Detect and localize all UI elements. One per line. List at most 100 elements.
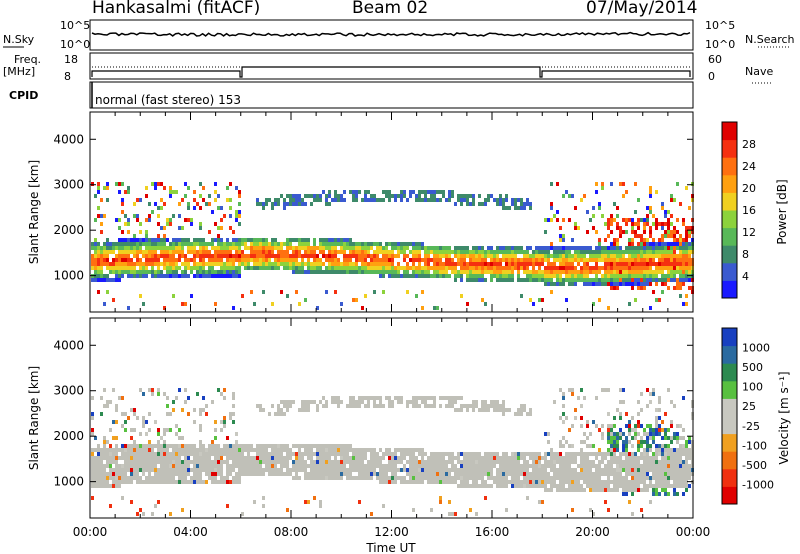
range-gate-cell: [100, 460, 103, 464]
range-gate-cell: [100, 270, 103, 274]
range-gate-cell: [631, 512, 634, 516]
range-gate-cell: [214, 222, 217, 226]
range-gate-cell: [553, 468, 556, 472]
range-gate-cell: [604, 274, 607, 278]
range-gate-cell: [127, 218, 130, 222]
range-gate-cell: [571, 472, 574, 476]
colorbar-tick-label: 4: [742, 270, 749, 283]
range-gate-cell: [433, 452, 436, 456]
range-gate-cell: [301, 404, 304, 408]
range-gate-cell: [304, 400, 307, 404]
range-gate-cell: [370, 258, 373, 262]
range-gate-cell: [367, 448, 370, 452]
range-gate-cell: [625, 452, 628, 456]
range-gate-cell: [109, 266, 112, 270]
range-gate-cell: [301, 452, 304, 456]
range-gate-cell: [568, 194, 571, 198]
range-gate-cell: [346, 254, 349, 258]
range-gate-cell: [304, 404, 307, 408]
range-gate-cell: [643, 258, 646, 262]
range-gate-cell: [175, 472, 178, 476]
range-gate-cell: [520, 198, 523, 202]
range-gate-cell: [583, 270, 586, 274]
range-gate-cell: [379, 274, 382, 278]
range-gate-cell: [685, 186, 688, 190]
range-gate-cell: [319, 500, 322, 504]
range-gate-cell: [286, 508, 289, 512]
range-gate-cell: [439, 262, 442, 266]
range-gate-cell: [580, 270, 583, 274]
range-gate-cell: [286, 468, 289, 472]
range-gate-cell: [319, 448, 322, 452]
range-gate-cell: [151, 210, 154, 214]
range-gate-cell: [373, 404, 376, 408]
range-gate-cell: [673, 258, 676, 262]
range-gate-cell: [163, 440, 166, 444]
range-gate-cell: [145, 266, 148, 270]
range-gate-cell: [187, 412, 190, 416]
range-gate-cell: [541, 468, 544, 472]
range-gate-cell: [376, 250, 379, 254]
range-gate-cell: [427, 266, 430, 270]
range-gate-cell: [466, 468, 469, 472]
range-gate-cell: [463, 476, 466, 480]
range-gate-cell: [160, 238, 163, 242]
range-gate-cell: [325, 472, 328, 476]
range-gate-cell: [142, 512, 145, 516]
range-gate-cell: [514, 206, 517, 210]
range-gate-cell: [481, 456, 484, 460]
range-gate-cell: [475, 480, 478, 484]
range-gate-cell: [307, 452, 310, 456]
range-gate-cell: [676, 452, 679, 456]
range-gate-cell: [631, 464, 634, 468]
range-gate-cell: [535, 274, 538, 278]
range-gate-cell: [652, 456, 655, 460]
range-gate-cell: [172, 472, 175, 476]
range-gate-cell: [148, 258, 151, 262]
range-gate-cell: [637, 242, 640, 246]
range-gate-cell: [166, 266, 169, 270]
range-gate-cell: [559, 472, 562, 476]
range-gate-cell: [169, 270, 172, 274]
range-gate-cell: [511, 274, 514, 278]
freq-tick-top: 18: [64, 53, 78, 66]
range-gate-cell: [187, 274, 190, 278]
range-gate-cell: [289, 266, 292, 270]
range-gate-cell: [409, 452, 412, 456]
range-gate-cell: [607, 388, 610, 392]
range-gate-cell: [634, 258, 637, 262]
range-gate-cell: [661, 266, 664, 270]
range-gate-cell: [604, 246, 607, 250]
range-gate-cell: [643, 468, 646, 472]
range-gate-cell: [490, 194, 493, 198]
range-gate-cell: [418, 452, 421, 456]
range-gate-cell: [310, 400, 313, 404]
range-gate-cell: [208, 250, 211, 254]
range-gate-cell: [655, 452, 658, 456]
range-gate-cell: [559, 460, 562, 464]
range-gate-cell: [565, 480, 568, 484]
range-gate-cell: [328, 258, 331, 262]
range-gate-cell: [91, 460, 94, 464]
range-gate-cell: [556, 468, 559, 472]
range-gate-cell: [634, 266, 637, 270]
range-gate-cell: [592, 266, 595, 270]
range-gate-cell: [391, 472, 394, 476]
range-gate-cell: [106, 440, 109, 444]
range-gate-cell: [661, 282, 664, 286]
range-gate-cell: [94, 262, 97, 266]
nsky-label: N.Sky: [3, 33, 35, 46]
range-gate-cell: [574, 468, 577, 472]
range-gate-cell: [214, 468, 217, 472]
range-gate-cell: [373, 452, 376, 456]
range-gate-cell: [625, 424, 628, 428]
range-gate-cell: [232, 242, 235, 246]
range-gate-cell: [625, 436, 628, 440]
range-gate-cell: [466, 198, 469, 202]
range-gate-cell: [94, 278, 97, 282]
range-gate-cell: [277, 444, 280, 448]
range-gate-cell: [232, 444, 235, 448]
range-gate-cell: [112, 242, 115, 246]
range-gate-cell: [538, 250, 541, 254]
range-gate-cell: [139, 266, 142, 270]
